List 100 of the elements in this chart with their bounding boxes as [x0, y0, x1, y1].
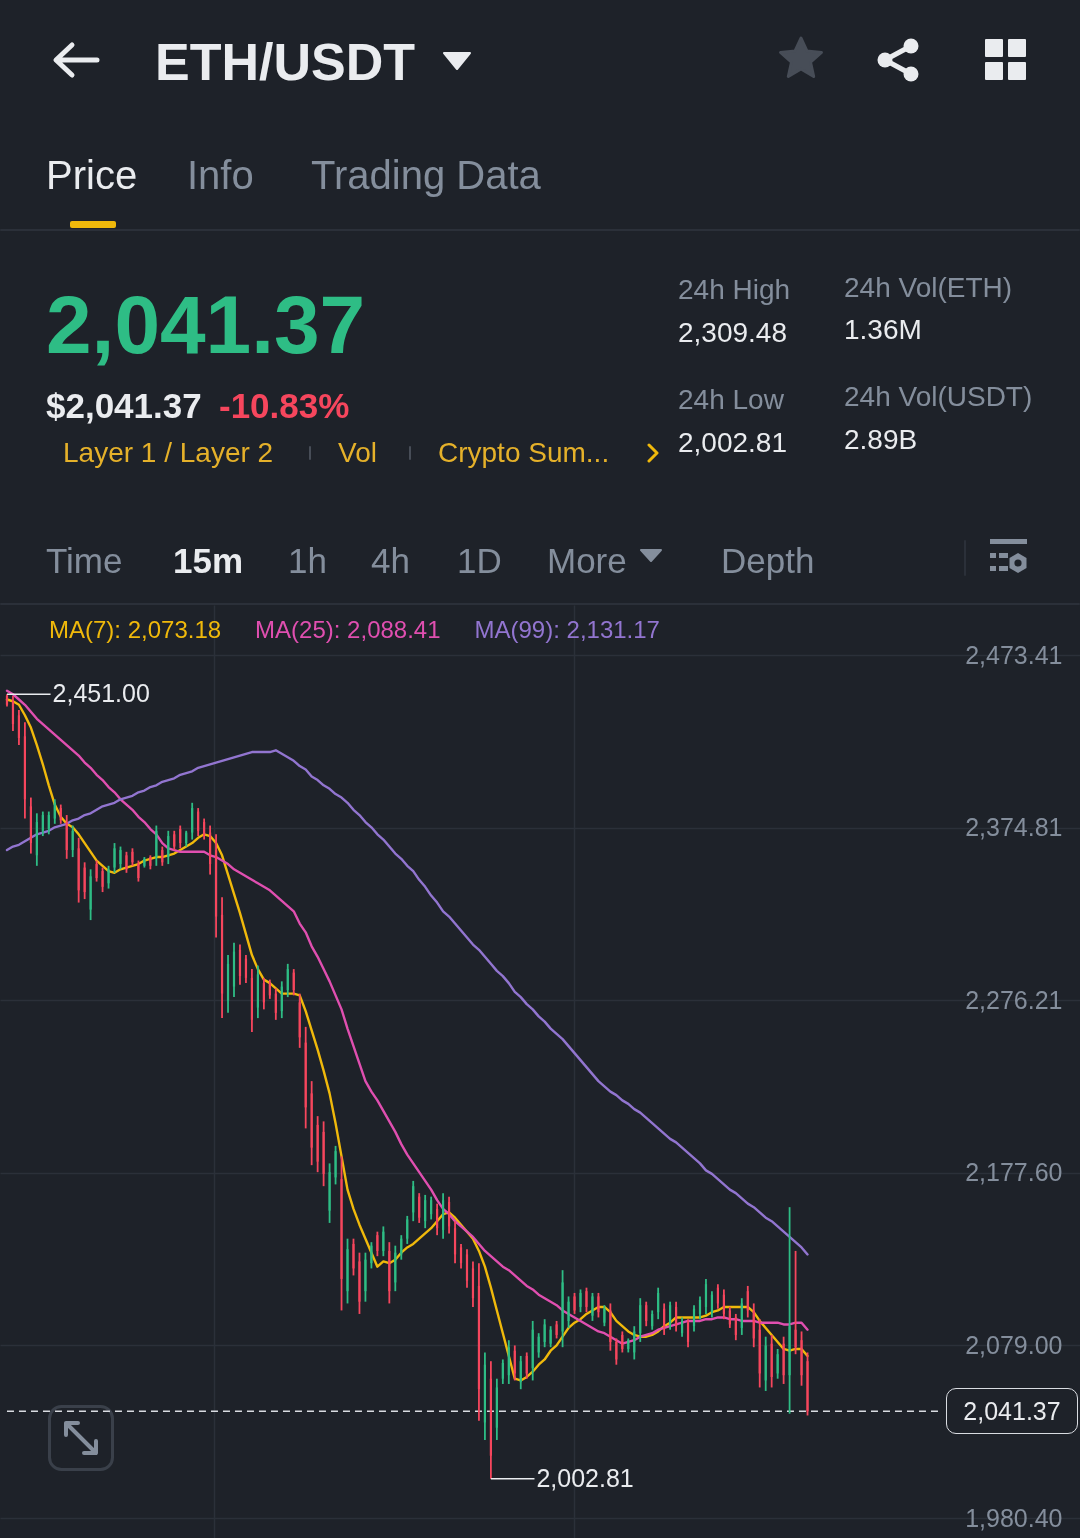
text: $2,041.37	[46, 385, 202, 425]
candlestick	[495, 1377, 498, 1441]
candlestick	[304, 1025, 307, 1130]
candlestick	[507, 1339, 510, 1385]
text: 1.36M	[844, 314, 922, 345]
candlestick	[633, 1325, 636, 1361]
candlestick	[35, 812, 38, 867]
candlestick	[704, 1278, 708, 1315]
candlestick	[41, 810, 44, 837]
text: More	[547, 540, 627, 580]
candlestick	[561, 1269, 564, 1349]
candlestick	[418, 1192, 421, 1224]
candlestick	[17, 709, 21, 746]
candlestick	[89, 868, 92, 921]
candlestick	[609, 1302, 612, 1352]
line-series	[5, 749, 809, 1256]
candlestick	[274, 987, 277, 1021]
candlestick	[334, 1144, 337, 1186]
candlestick	[298, 992, 301, 1049]
text: Trading Data	[311, 153, 541, 197]
candlestick	[370, 1241, 373, 1270]
candlestick	[71, 824, 74, 858]
candlestick	[752, 1302, 755, 1349]
candlestick	[352, 1237, 355, 1277]
y-tick-label: 2,473.41	[965, 640, 1063, 669]
candlestick	[203, 817, 206, 841]
candlestick	[621, 1330, 624, 1354]
text: 24h Low	[678, 384, 784, 415]
candlestick	[137, 859, 140, 883]
candlestick	[722, 1288, 725, 1321]
candlestick	[555, 1320, 558, 1340]
candlestick	[543, 1318, 546, 1349]
candlestick	[579, 1288, 582, 1314]
candlestick	[197, 807, 200, 837]
candlestick	[788, 1206, 791, 1415]
candlestick	[567, 1295, 570, 1329]
candlestick	[794, 1250, 797, 1356]
candlestick	[191, 801, 194, 841]
candlestick	[758, 1318, 761, 1389]
candlestick	[585, 1286, 588, 1314]
candlestick	[674, 1300, 678, 1333]
candlestick	[591, 1292, 594, 1322]
text: 2,309.48	[678, 317, 787, 348]
candlestick	[800, 1330, 803, 1387]
chart-title: ETH/USDT	[155, 33, 415, 91]
candlestick	[47, 810, 50, 836]
candlestick	[11, 695, 15, 732]
text: Layer 1 / Layer 2	[63, 437, 274, 468]
text: 2,041.37	[46, 279, 366, 370]
candlestick	[639, 1297, 642, 1343]
candlestick	[107, 864, 110, 890]
candlestick	[412, 1180, 415, 1223]
text: 2.89B	[844, 424, 918, 455]
text: -10.83%	[219, 385, 350, 425]
text: Price	[46, 153, 138, 197]
candlestick	[77, 836, 80, 904]
y-tick-label: 2,177.60	[965, 1158, 1063, 1187]
candlestick	[424, 1194, 427, 1230]
candlestick	[53, 798, 56, 825]
candlestick	[501, 1358, 504, 1385]
candlestick	[244, 954, 248, 984]
candlestick	[262, 976, 265, 1011]
candlestick	[149, 854, 152, 871]
text: Time	[46, 540, 123, 580]
candlestick	[627, 1337, 630, 1354]
text: MA(7): 2,073.18	[49, 616, 222, 643]
text: 24h High	[678, 274, 791, 305]
candlestick	[406, 1215, 409, 1245]
annotation: 2,002.81	[536, 1463, 634, 1492]
text: Depth	[721, 540, 815, 580]
candlestick	[364, 1251, 367, 1303]
candlestick	[597, 1292, 600, 1319]
candlestick	[328, 1162, 331, 1224]
text: 1h	[288, 540, 327, 580]
candlestick	[346, 1237, 349, 1305]
candlestick	[113, 842, 116, 874]
text: MA(99): 2,131.17	[474, 616, 660, 643]
candlestick	[669, 1300, 672, 1331]
text: 1D	[457, 540, 502, 580]
y-tick-label: 2,079.00	[965, 1330, 1063, 1359]
candlestick	[806, 1351, 809, 1417]
candlestick	[782, 1335, 785, 1385]
candlestick	[131, 847, 134, 867]
candlestick	[143, 856, 146, 869]
text: Info	[187, 153, 254, 197]
text: 4h	[371, 540, 410, 580]
candlestick	[65, 814, 68, 860]
candlestick	[179, 824, 182, 850]
candlestick	[340, 1155, 343, 1312]
candlestick	[382, 1225, 385, 1258]
candlestick	[645, 1300, 648, 1328]
candlestick	[663, 1302, 666, 1336]
candlestick	[740, 1297, 743, 1336]
text: Crypto Sum...	[438, 437, 610, 468]
candlestick	[698, 1295, 702, 1321]
candlestick	[101, 866, 104, 893]
candlestick	[549, 1325, 552, 1349]
text: 2,041.37	[946, 1388, 1078, 1434]
candlestick	[358, 1251, 361, 1315]
candlestick	[376, 1230, 379, 1258]
